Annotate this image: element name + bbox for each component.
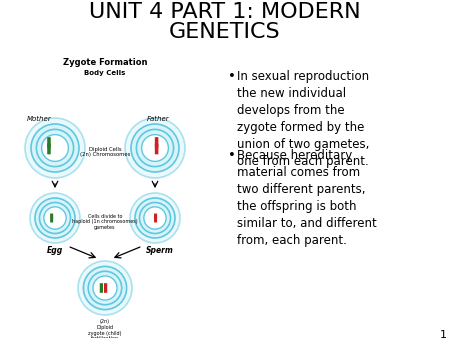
- Circle shape: [144, 207, 166, 229]
- Text: In sexual reproduction
the new individual
develops from the
zygote formed by the: In sexual reproduction the new individua…: [237, 70, 369, 168]
- Circle shape: [131, 124, 179, 172]
- Text: Egg: Egg: [47, 246, 63, 255]
- FancyBboxPatch shape: [50, 214, 53, 222]
- Circle shape: [30, 193, 80, 243]
- Circle shape: [93, 276, 117, 300]
- Circle shape: [135, 198, 175, 238]
- Circle shape: [125, 118, 185, 178]
- Circle shape: [142, 135, 168, 161]
- Text: •: •: [228, 149, 236, 162]
- Text: Cells divide to
haploid (1n chromosomes)
gametes: Cells divide to haploid (1n chromosomes)…: [72, 214, 138, 230]
- Text: Because hereditary
material comes from
two different parents,
the offspring is b: Because hereditary material comes from t…: [237, 149, 377, 247]
- Text: Body Cells: Body Cells: [84, 70, 126, 76]
- Text: Zygote Formation: Zygote Formation: [63, 58, 147, 67]
- Text: (2n)
Diploid
zygote (child)
fertilization: (2n) Diploid zygote (child) fertilizatio…: [88, 319, 122, 338]
- FancyBboxPatch shape: [100, 283, 103, 293]
- Circle shape: [25, 118, 85, 178]
- Circle shape: [88, 271, 122, 305]
- Circle shape: [130, 193, 180, 243]
- Text: Diploid Cells
(2n) Chromosomes: Diploid Cells (2n) Chromosomes: [80, 147, 130, 158]
- Circle shape: [136, 129, 174, 167]
- FancyBboxPatch shape: [47, 144, 51, 154]
- FancyBboxPatch shape: [155, 144, 158, 154]
- Circle shape: [31, 124, 79, 172]
- Text: Sperm: Sperm: [146, 246, 174, 255]
- Text: GENETICS: GENETICS: [169, 22, 281, 42]
- Text: Mother: Mother: [27, 116, 52, 122]
- Text: Father: Father: [147, 116, 170, 122]
- FancyBboxPatch shape: [104, 283, 107, 293]
- Text: •: •: [228, 70, 236, 83]
- Circle shape: [41, 135, 68, 161]
- Circle shape: [83, 266, 126, 310]
- Circle shape: [40, 202, 71, 234]
- FancyBboxPatch shape: [47, 137, 51, 148]
- FancyBboxPatch shape: [154, 214, 157, 222]
- Circle shape: [78, 261, 132, 315]
- Circle shape: [44, 207, 66, 229]
- Circle shape: [36, 129, 74, 167]
- Circle shape: [35, 198, 75, 238]
- Circle shape: [140, 202, 171, 234]
- Text: 1: 1: [440, 330, 447, 338]
- FancyBboxPatch shape: [155, 137, 158, 148]
- Text: UNIT 4 PART 1: MODERN: UNIT 4 PART 1: MODERN: [89, 2, 361, 22]
